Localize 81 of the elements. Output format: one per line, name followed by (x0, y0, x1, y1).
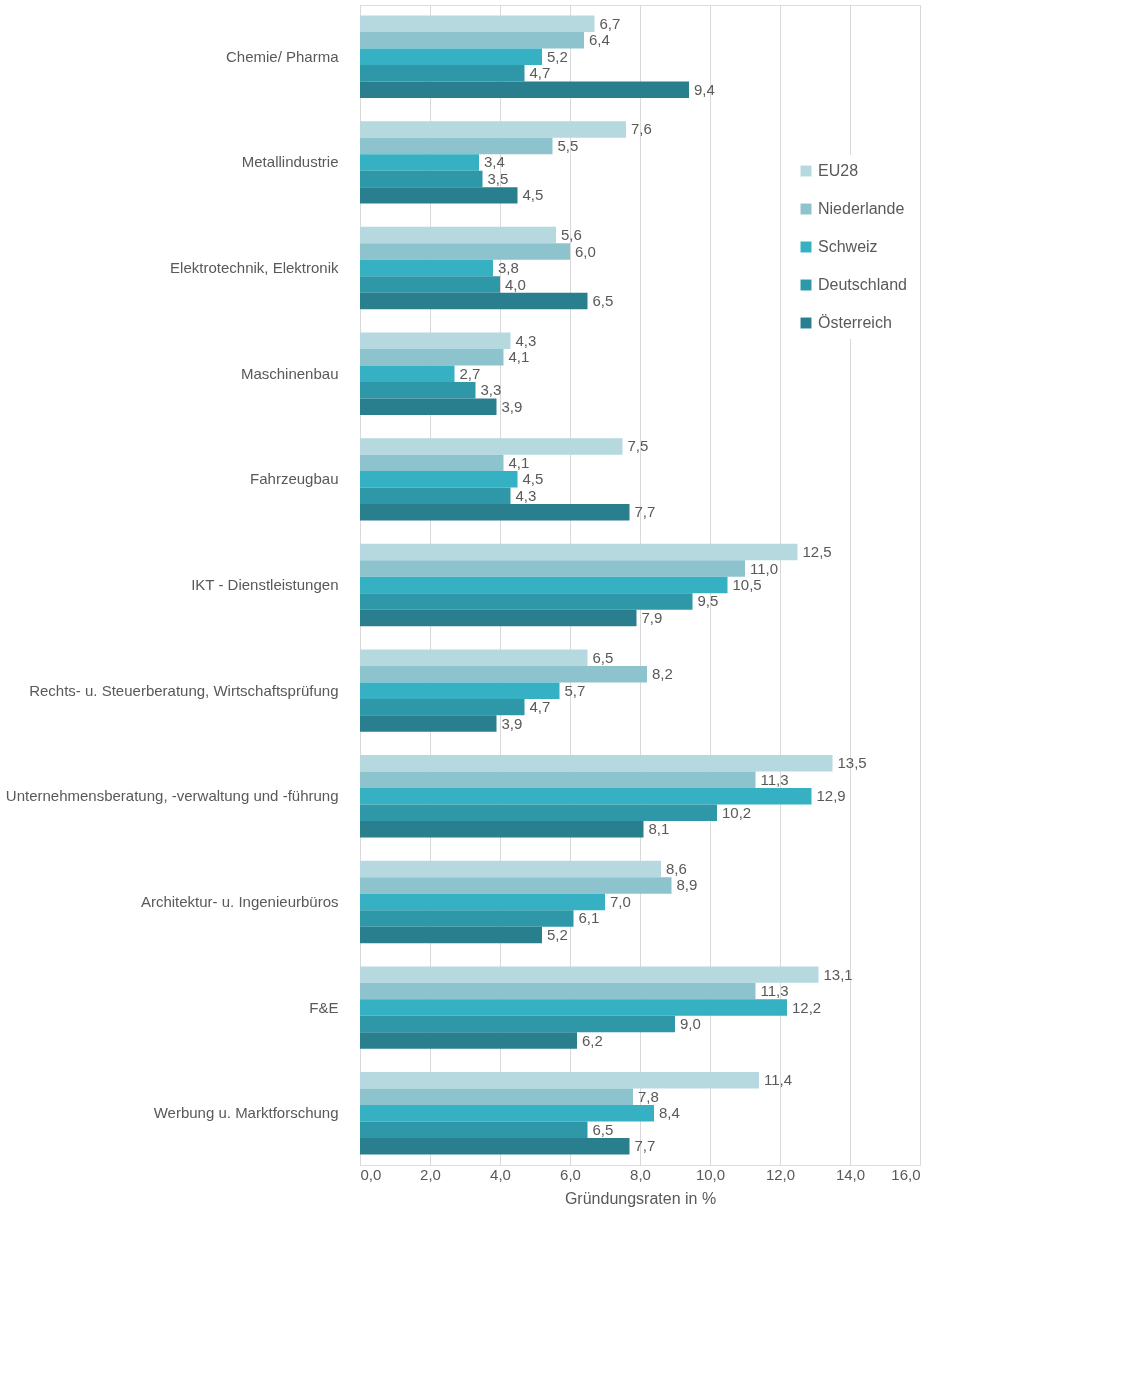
data-label: 11,3 (760, 770, 789, 788)
data-label: 5,5 (557, 136, 579, 154)
y-tick-label: Unternehmensberatung, -verwaltung und -führung (5, 787, 339, 805)
data-label: 4,0 (505, 275, 526, 293)
data-label: 7,5 (627, 437, 649, 455)
data-label: 3,3 (480, 381, 502, 399)
data-label: 13,1 (823, 965, 853, 983)
legend-label: Deutschland (818, 276, 907, 293)
data-label: 9,5 (697, 592, 719, 610)
x-tick-label: 12,0 (765, 1165, 796, 1183)
data-label: 4,3 (515, 486, 537, 504)
y-tick-label: Maschinenbau (240, 364, 339, 382)
data-label: 6,7 (599, 14, 621, 32)
y-tick-label: IKT - Dienstleistungen (191, 576, 339, 593)
y-tick-label: Metallindustrie (241, 153, 339, 171)
x-tick-label: 2,0 (420, 1165, 441, 1183)
y-tick-label: Elektrotechnik, Elektronik (170, 259, 339, 277)
data-label: 4,5 (522, 470, 544, 488)
data-label: 4,1 (508, 453, 530, 471)
data-label: 4,3 (515, 331, 537, 349)
data-label: 6,0 (575, 242, 596, 260)
data-label: 11,0 (750, 559, 779, 577)
data-label: 11,3 (760, 982, 789, 1000)
y-tick-label: Architektur- u. Ingenieurbüros (140, 892, 339, 910)
x-tick-label: 10,0 (695, 1165, 726, 1183)
y-tick-label: Rechts- u. Steuerberatung, Wirtschaftsprüfung (29, 681, 339, 699)
x-tick-label: 16,0 (891, 1165, 921, 1183)
data-label: 13,5 (837, 754, 867, 772)
data-label: 3,5 (487, 169, 509, 187)
data-label: 6,1 (578, 909, 600, 927)
data-label: 7,6 (631, 120, 652, 138)
data-label: 12,2 (792, 998, 822, 1016)
y-tick-label: Chemie/ Pharma (225, 47, 340, 65)
data-label: 3,9 (501, 714, 523, 732)
data-label: 4,1 (508, 348, 530, 366)
data-label: 3,8 (498, 259, 519, 277)
legend-label: EU28 (818, 162, 859, 179)
data-label: 3,9 (501, 397, 523, 415)
x-tick-label: 8,0 (630, 1165, 651, 1183)
y-tick-label: F&E (309, 998, 339, 1016)
y-tick-label: Fahrzeugbau (250, 470, 339, 488)
data-label: 9,4 (694, 80, 715, 98)
data-label: 10,5 (732, 576, 762, 593)
data-label: 7,8 (638, 1087, 659, 1105)
data-label: 8,6 (666, 859, 687, 877)
data-label: 6,5 (592, 292, 614, 310)
data-label: 8,1 (648, 820, 670, 838)
data-label: 6,2 (582, 1031, 603, 1049)
data-label: 8,4 (659, 1104, 680, 1122)
x-tick-label: 0,0 (360, 1165, 382, 1183)
y-tick-label: Werbung u. Marktforschung (153, 1104, 339, 1122)
data-label: 5,6 (561, 226, 582, 244)
data-label: 12,5 (802, 543, 832, 561)
legend-label: Niederlande (818, 200, 905, 217)
data-label: 6,5 (592, 1120, 614, 1138)
legend-label: Österreich (818, 314, 892, 331)
data-label: 5,2 (547, 925, 568, 943)
data-label: 8,2 (652, 665, 673, 683)
data-label: 2,7 (459, 364, 481, 382)
data-label: 3,4 (484, 153, 505, 171)
x-tick-label: 14,0 (835, 1165, 866, 1183)
x-tick-label: 6,0 (560, 1165, 581, 1183)
data-label: 4,5 (522, 186, 544, 204)
data-label: 4,7 (529, 698, 551, 716)
data-label: 9,0 (680, 1015, 701, 1033)
x-axis-title: Gründungsraten in % (564, 1189, 717, 1207)
data-label: 7,7 (634, 1137, 656, 1155)
data-label: 5,2 (547, 47, 568, 65)
data-label: 4,7 (529, 64, 551, 82)
data-label: 11,4 (764, 1071, 793, 1089)
data-label: 5,7 (564, 681, 586, 699)
x-tick-label: 4,0 (490, 1165, 511, 1183)
data-label: 7,7 (634, 503, 656, 521)
data-label: 12,9 (816, 787, 846, 805)
data-label: 6,5 (592, 648, 614, 666)
data-label: 10,2 (722, 803, 752, 821)
data-label: 7,9 (641, 608, 663, 626)
data-label: 6,4 (589, 31, 610, 49)
data-label: 7,0 (610, 892, 631, 910)
legend-label: Schweiz (818, 238, 878, 255)
data-label: 8,9 (676, 876, 698, 894)
